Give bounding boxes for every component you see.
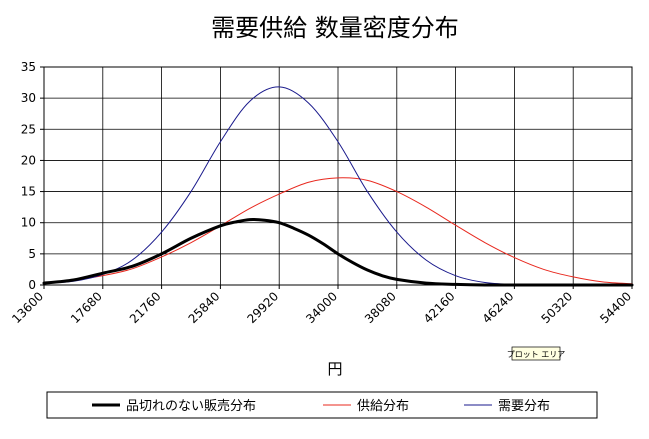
legend-label-0: 品切れのない販売分布	[126, 398, 256, 414]
plot-area-tooltip-text: プロット エリア	[507, 350, 566, 359]
chart-title: 需要供給 数量密度分布	[211, 14, 459, 42]
x-tick-label-8: 46240	[480, 289, 517, 326]
x-tick-label-3: 25840	[186, 289, 223, 326]
plot-area-tooltip: プロット エリア	[507, 346, 566, 361]
y-tick-label-1: 5	[28, 247, 36, 261]
legend-item-0: 品切れのない販売分布	[92, 398, 256, 414]
x-axis-ticks: 13600 17680 21760 25840 29920 34000 38080 42160…	[9, 285, 634, 326]
x-tick-label-9: 50320	[538, 289, 575, 326]
y-tick-label-7: 35	[21, 60, 36, 74]
series-layer	[42, 86, 634, 287]
legend-label-1: 供給分布	[357, 399, 409, 414]
x-tick-label-5: 34000	[303, 289, 340, 326]
legend-box	[46, 391, 598, 419]
legend-label-2: 需要分布	[498, 399, 550, 414]
series-line-1	[43, 177, 633, 285]
x-axis-title: 円	[327, 360, 342, 378]
y-tick-label-2: 10	[21, 216, 36, 230]
y-tick-label-0: 0	[28, 278, 36, 292]
y-tick-label-5: 25	[21, 122, 36, 136]
x-tick-label-6: 38080	[362, 289, 399, 326]
series-line-0	[42, 217, 634, 287]
x-tick-label-10: 54400	[597, 289, 634, 326]
y-tick-label-6: 30	[21, 91, 36, 105]
x-tick-label-1: 17680	[68, 289, 105, 326]
legend-item-1: 供給分布	[323, 399, 409, 414]
x-tick-label-4: 29920	[244, 289, 281, 326]
y-tick-label-3: 15	[21, 185, 36, 199]
gridlines	[44, 67, 632, 285]
x-tick-label-7: 42160	[421, 289, 458, 326]
legend-item-2: 需要分布	[464, 399, 550, 414]
legend: 品切れのない販売分布 供給分布 需要分布	[46, 391, 598, 419]
y-tick-label-4: 20	[21, 153, 36, 167]
x-tick-label-2: 21760	[127, 289, 164, 326]
x-tick-label-0: 13600	[9, 289, 46, 326]
y-axis-ticks: 0 5 10 15 20 25 30 35	[21, 60, 44, 292]
